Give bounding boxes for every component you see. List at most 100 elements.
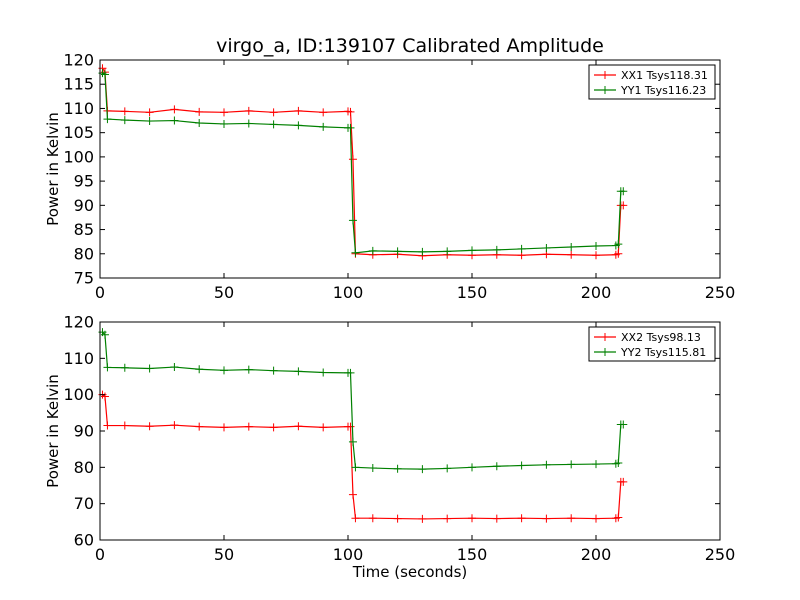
data-point-2-1-9 — [244, 422, 253, 431]
y-tick-label-2-4: 90 — [74, 422, 94, 441]
data-point-1-2-21 — [468, 246, 476, 255]
data-point-1-2-19 — [418, 247, 427, 256]
data-point-1-2-30 — [619, 187, 628, 196]
data-point-2-1-10 — [269, 423, 278, 432]
series-line-1-2 — [102, 72, 624, 254]
data-point-2-1-6 — [170, 421, 179, 430]
series-1-2 — [98, 69, 628, 257]
data-point-2-2-17 — [368, 464, 377, 473]
chart-title: virgo_a, ID:139107 Calibrated Amplitude — [216, 35, 604, 57]
data-point-2-2-14 — [346, 368, 355, 377]
data-point-2-1-14 — [346, 422, 355, 431]
data-point-1-2-12 — [319, 122, 328, 131]
y-tick-label-1-6: 100 — [63, 147, 94, 166]
y-tick-label-1-3: 85 — [74, 220, 94, 239]
x-tick-label-1-4: 150 — [457, 283, 488, 302]
data-point-1-2-8 — [220, 119, 228, 128]
legend-box-2 — [588, 326, 716, 362]
axes-frame-1 — [99, 59, 721, 279]
legend-marker-2-2 — [601, 348, 609, 356]
data-point-1-2-5 — [145, 117, 154, 126]
legend-2: XX2 Tsys98.13 YY2 Tsys115.81 — [588, 326, 716, 362]
data-point-1-2-25 — [567, 242, 576, 251]
data-point-2-2-25 — [567, 460, 576, 469]
data-point-1-2-28 — [614, 240, 623, 249]
data-point-2-2-3 — [103, 363, 112, 372]
subplot-2: 0 50 100 150 200 250 60 70 80 90 100 110 120 Power in… — [44, 313, 735, 582]
data-point-2-1-25 — [567, 514, 576, 523]
data-point-2-2-10 — [269, 366, 278, 375]
data-point-2-2-2 — [100, 330, 109, 339]
data-point-1-2-16 — [351, 248, 360, 257]
y-tick-label-1-7: 105 — [63, 123, 94, 142]
data-point-2-2-19 — [418, 465, 427, 474]
legend-box-1 — [588, 64, 716, 100]
data-point-2-1-7 — [195, 422, 204, 431]
x-tick-label-1-1: 0 — [95, 283, 105, 302]
data-point-1-1-10 — [269, 108, 278, 117]
legend-label-2-1: XX2 Tsys98.13 — [621, 331, 701, 344]
data-point-2-1-15 — [348, 490, 357, 499]
x-tick-label-2-6: 250 — [705, 545, 736, 564]
series-line-1-1 — [101, 67, 624, 257]
data-point-1-2-7 — [195, 118, 204, 127]
data-point-1-2-10 — [269, 120, 278, 129]
legend-1: XX1 Tsys118.31 YY1 Tsys116.23 — [588, 64, 716, 100]
data-point-1-2-2 — [100, 70, 109, 79]
y-tick-label-1-8: 110 — [63, 99, 94, 118]
data-point-2-2-12 — [319, 368, 328, 377]
y-axis-label-2: Power in Kelvin — [44, 374, 62, 488]
data-point-1-1-25 — [567, 250, 576, 259]
subplot-1: 0 50 100 150 200 250 75 80 85 90 95 100 105 110 115 120… — [44, 35, 735, 302]
data-point-2-2-5 — [145, 364, 154, 373]
data-point-1-1-11 — [294, 106, 303, 115]
data-point-1-2-14 — [346, 123, 355, 132]
x-tick-label-1-5: 200 — [581, 283, 612, 302]
data-point-2-1-30 — [619, 477, 628, 486]
data-point-2-2-20 — [443, 464, 452, 473]
data-point-2-1-26 — [592, 514, 600, 523]
legend-marker-2-1 — [601, 333, 609, 341]
y-tick-label-2-2: 70 — [74, 494, 94, 513]
data-point-2-2-15 — [348, 437, 357, 446]
y-tick-label-1-4: 90 — [74, 196, 94, 215]
data-point-1-2-23 — [517, 244, 526, 253]
data-point-2-2-26 — [592, 460, 600, 469]
data-point-2-1-11 — [294, 422, 303, 431]
data-point-1-2-6 — [170, 116, 179, 125]
data-point-2-2-28 — [614, 458, 623, 467]
data-point-2-2-18 — [393, 464, 402, 473]
data-point-1-1-15 — [348, 155, 357, 164]
data-point-2-1-19 — [418, 514, 427, 523]
y-tick-label-1-9: 115 — [63, 75, 94, 94]
legend-label-1-2: YY1 Tsys116.23 — [620, 84, 706, 97]
legend-label-2-2: YY2 Tsys115.81 — [620, 346, 706, 359]
data-point-1-1-8 — [220, 108, 228, 117]
x-tick-label-1-6: 250 — [705, 283, 736, 302]
x-tick-label-2-2: 50 — [214, 545, 234, 564]
data-point-1-1-4 — [120, 107, 129, 116]
data-point-2-2-11 — [294, 367, 303, 376]
x-tick-label-1-2: 50 — [214, 283, 234, 302]
data-point-2-1-17 — [368, 514, 377, 523]
data-point-2-1-16 — [351, 514, 360, 523]
data-point-1-1-6 — [170, 105, 179, 114]
data-point-2-2-6 — [170, 363, 179, 372]
series-line-2-2 — [102, 331, 624, 470]
y-tick-label-2-3: 80 — [74, 458, 94, 477]
x-tick-label-1-3: 100 — [333, 283, 364, 302]
data-point-1-1-28 — [614, 249, 623, 258]
data-point-2-2-8 — [220, 366, 228, 375]
x-tick-label-2-3: 100 — [333, 545, 364, 564]
series-line-2-1 — [102, 394, 624, 520]
y-tick-label-1-5: 95 — [74, 172, 94, 191]
data-point-2-1-3 — [103, 421, 112, 430]
data-point-2-2-21 — [468, 463, 476, 472]
data-point-1-2-18 — [393, 247, 402, 256]
data-point-1-1-9 — [244, 106, 253, 115]
data-point-2-1-20 — [443, 514, 452, 523]
data-point-1-2-15 — [348, 216, 357, 225]
data-point-2-1-12 — [319, 423, 328, 432]
x-tick-label-2-4: 150 — [457, 545, 488, 564]
